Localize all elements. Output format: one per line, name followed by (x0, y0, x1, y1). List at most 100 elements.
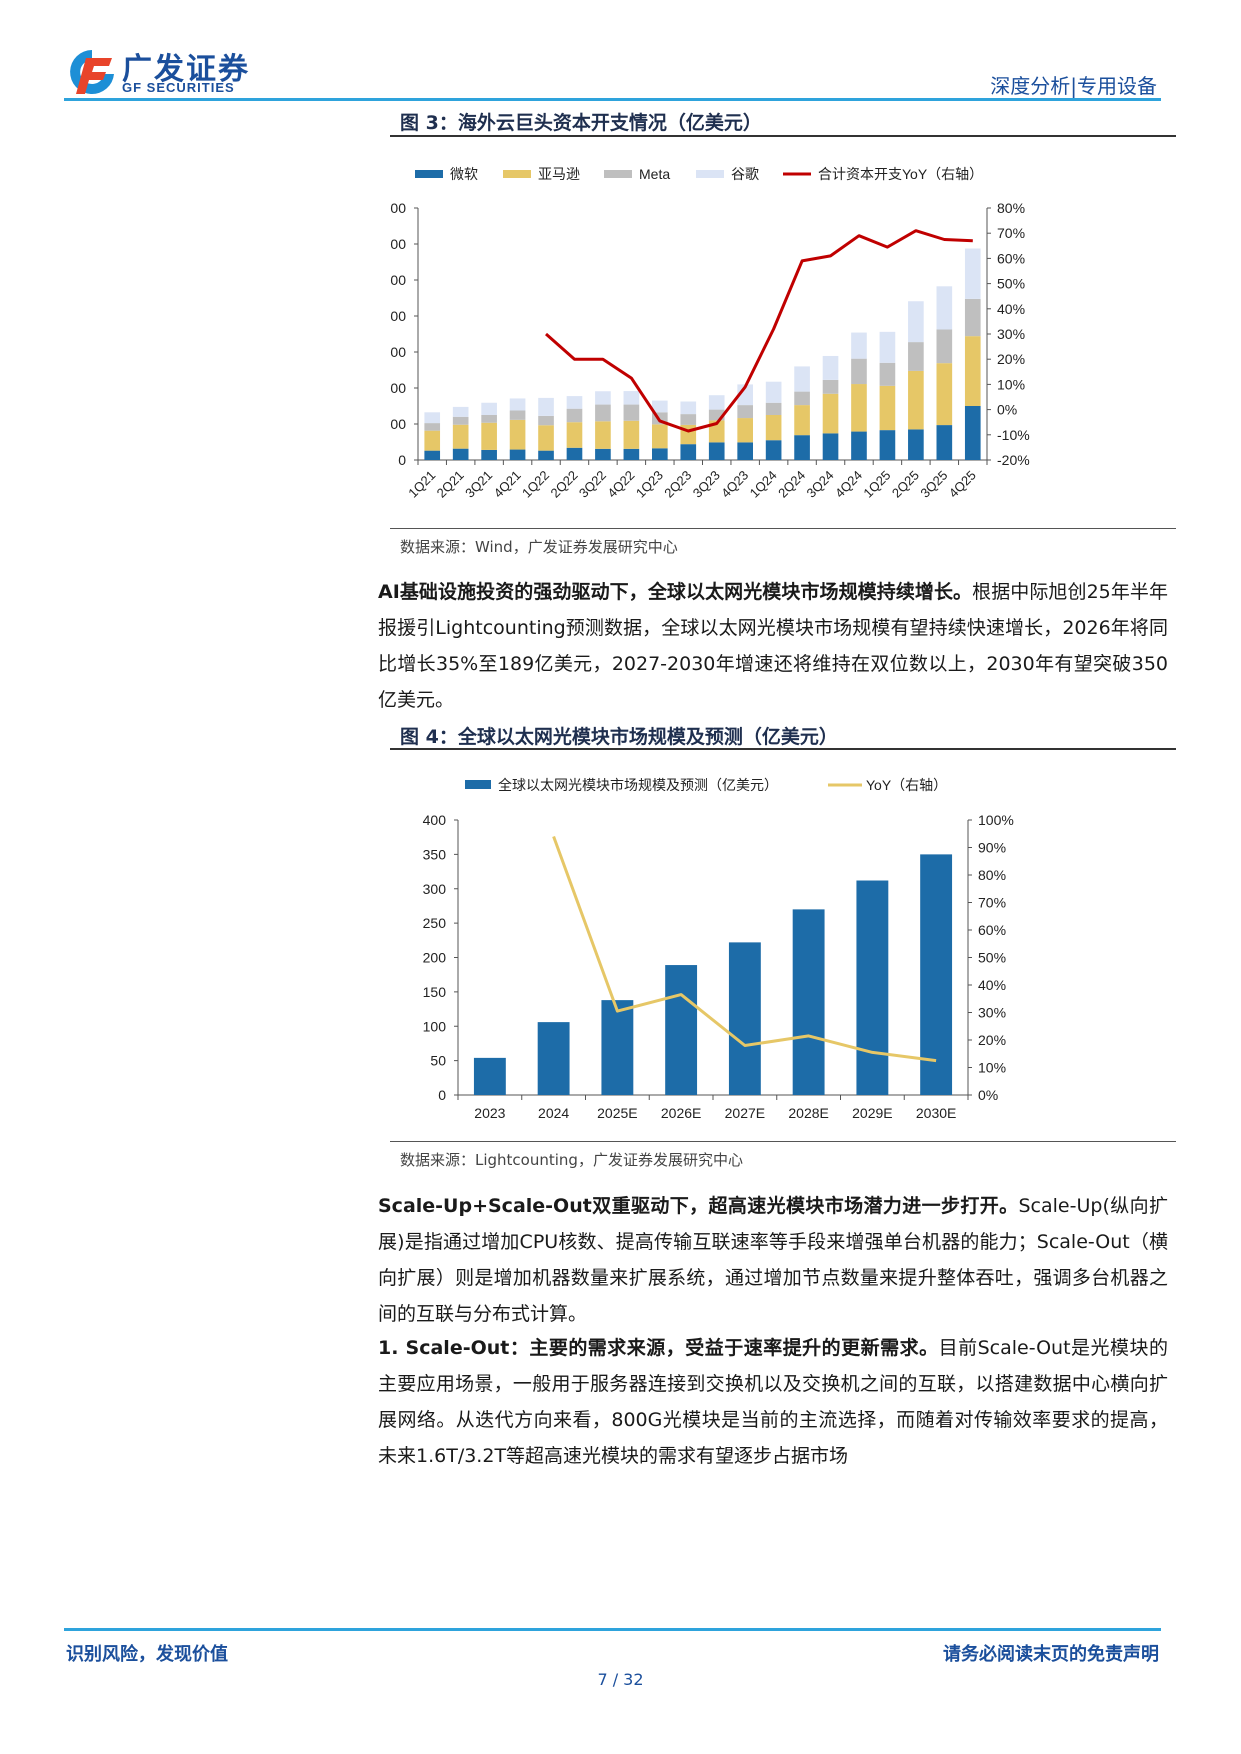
svg-text:谷歌: 谷歌 (731, 166, 759, 182)
y2-tick-label: -20% (997, 452, 1030, 468)
y-tick-label: 150 (423, 984, 447, 1000)
legend-item: 亚马逊 (503, 166, 580, 182)
bar-2026E (665, 965, 698, 1095)
bar-stack-1Q22 (538, 397, 554, 460)
figure4-top-rule (390, 748, 1176, 750)
y2-tick-label: 60% (997, 250, 1025, 266)
figure4-bottom-rule (390, 1141, 1176, 1142)
bar-stack-1Q25 (879, 331, 896, 460)
bar-stack-3Q22 (595, 391, 611, 460)
y2-tick-label: 60% (978, 922, 1006, 938)
paragraph-scale-up-out: Scale-Up+Scale-Out双重驱动下，超高速光模块市场潜力进一步打开。… (378, 1188, 1168, 1332)
y2-tick-label: 0% (997, 402, 1017, 418)
gf-logo-icon (70, 50, 114, 94)
x-tick-label: 3Q23 (690, 468, 723, 501)
yoy-line (545, 229, 973, 433)
capex-stacked-bar-chart: 微软 亚马逊 Meta 谷歌 合计资本开支YoY（右轴） 0 200 400 600 800 100… (390, 166, 1030, 501)
x-tick-label: 1Q21 (405, 468, 438, 501)
bar-stack-2Q21 (452, 406, 469, 460)
x-tick-label: 1Q25 (860, 468, 893, 501)
y-tick-label: 400 (423, 812, 447, 828)
bar-stack-2Q25 (908, 301, 924, 460)
y-tick-label: 1400 (390, 200, 406, 216)
y2-tick-label: 70% (997, 225, 1025, 241)
figure3-source: 数据来源：Wind，广发证券发展研究中心 (400, 538, 678, 556)
svg-text:微软: 微软 (450, 166, 478, 182)
x-tick-label: 2026E (661, 1105, 701, 1121)
x-tick-label: 3Q22 (576, 468, 609, 501)
yoy-line (552, 835, 937, 1063)
bar-2024 (537, 1022, 570, 1095)
brand-name-en: GF SECURITIES (122, 80, 235, 95)
market-size-bar-chart: 全球以太网光模块市场规模及预测（亿美元） YoY（右轴） 0 50 100 150 200 2… (423, 777, 1014, 1121)
bar-2028E (792, 909, 825, 1095)
y2-tick-label: 40% (997, 301, 1025, 317)
y-tick-label: 250 (423, 915, 447, 931)
figure3-bottom-rule (390, 528, 1176, 529)
paragraph-market-growth-lead: AI基础设施投资的强劲驱动下，全球以太网光模块市场规模持续增长。 (378, 581, 973, 603)
footer-disclaimer-link[interactable]: 请务必阅读末页的免责声明 (943, 1644, 1159, 1665)
x-tick-label: 3Q21 (462, 468, 495, 501)
y2-tick-label: 0% (978, 1087, 998, 1103)
chart1-legend: 微软 亚马逊 Meta 谷歌 合计资本开支YoY（右轴） (415, 166, 983, 182)
bar-stack-1Q23 (652, 400, 668, 460)
svg-text:YoY（右轴）: YoY（右轴） (866, 777, 947, 793)
bar-stack-3Q23 (708, 395, 725, 460)
x-tick-label: 2Q21 (434, 468, 467, 501)
y-tick-label: 100 (423, 1018, 447, 1034)
y-tick-label: 350 (423, 846, 447, 862)
legend-item: 谷歌 (696, 166, 759, 182)
y2-tick-label: 20% (997, 351, 1025, 367)
svg-text:全球以太网光模块市场规模及预测（亿美元）: 全球以太网光模块市场规模及预测（亿美元） (498, 777, 778, 793)
y2-tick-label: 10% (997, 376, 1025, 392)
bar-stack-2Q22 (566, 396, 583, 460)
x-tick-label: 2023 (474, 1105, 505, 1121)
y2-tick-label: 90% (978, 840, 1006, 856)
svg-text:合计资本开支YoY（右轴）: 合计资本开支YoY（右轴） (818, 166, 983, 182)
bar-stack-2Q24 (794, 366, 810, 460)
brand-name-cn: 广发证券 (122, 52, 250, 87)
y-tick-label: 1200 (390, 236, 406, 252)
y-tick-label: 200 (390, 416, 406, 432)
x-tick-label: 2024 (538, 1105, 569, 1121)
y2-tick-label: -10% (997, 427, 1030, 443)
y2-tick-label: 30% (978, 1005, 1006, 1021)
y2-tick-label: 50% (978, 950, 1006, 966)
bar-2029E (856, 880, 889, 1095)
paragraph-market-growth-body: 根据中际旭创25年半年报援引Lightcounting预测数据，全球以太网光模块… (378, 581, 1168, 711)
x-tick-label: 4Q21 (491, 468, 524, 501)
y2-tick-label: 30% (997, 326, 1025, 342)
x-tick-label: 2027E (725, 1105, 765, 1121)
x-tick-label: 2030E (916, 1105, 956, 1121)
bar-2027E (728, 942, 761, 1095)
y-tick-label: 50 (430, 1053, 446, 1069)
x-tick-label: 3Q25 (917, 468, 950, 501)
x-tick-label: 1Q22 (519, 468, 552, 501)
legend-item: 全球以太网光模块市场规模及预测（亿美元） (465, 777, 778, 793)
y-tick-label: 400 (390, 380, 406, 396)
svg-text:亚马逊: 亚马逊 (538, 166, 580, 182)
legend-item: YoY（右轴） (828, 777, 947, 793)
legend-item: Meta (604, 166, 670, 182)
y2-tick-label: 10% (978, 1060, 1006, 1076)
header-divider (64, 98, 1161, 101)
bar-2030E (920, 854, 953, 1095)
y-tick-label: 0 (438, 1087, 446, 1103)
section-label: 深度分析|专用设备 (990, 74, 1157, 98)
bar-stack-3Q25 (936, 286, 953, 460)
y2-tick-label: 50% (997, 276, 1025, 292)
bar-2023 (473, 1057, 506, 1095)
figure4-title: 图 4：全球以太网光模块市场规模及预测（亿美元） (400, 726, 838, 748)
bar-stack-3Q21 (481, 402, 497, 460)
figure4-source: 数据来源：Lightcounting，广发证券发展研究中心 (400, 1151, 743, 1169)
footer-slogan: 识别风险，发现价值 (66, 1644, 228, 1665)
figure3-title: 图 3：海外云巨头资本开支情况（亿美元） (400, 112, 762, 134)
y-tick-label: 600 (390, 344, 406, 360)
bar-stack-1Q21 (424, 412, 441, 460)
x-tick-label: 2025E (597, 1105, 637, 1121)
x-tick-label: 3Q24 (804, 468, 837, 501)
bar-stack-3Q24 (822, 355, 839, 460)
paragraph-scale-up-out-body: Scale-Up(纵向扩展)是指通过增加CPU核数、提高传输互联速率等手段来增强… (378, 1195, 1168, 1325)
bar-stack-4Q25 (964, 248, 981, 460)
figure3-top-rule (390, 135, 1176, 137)
